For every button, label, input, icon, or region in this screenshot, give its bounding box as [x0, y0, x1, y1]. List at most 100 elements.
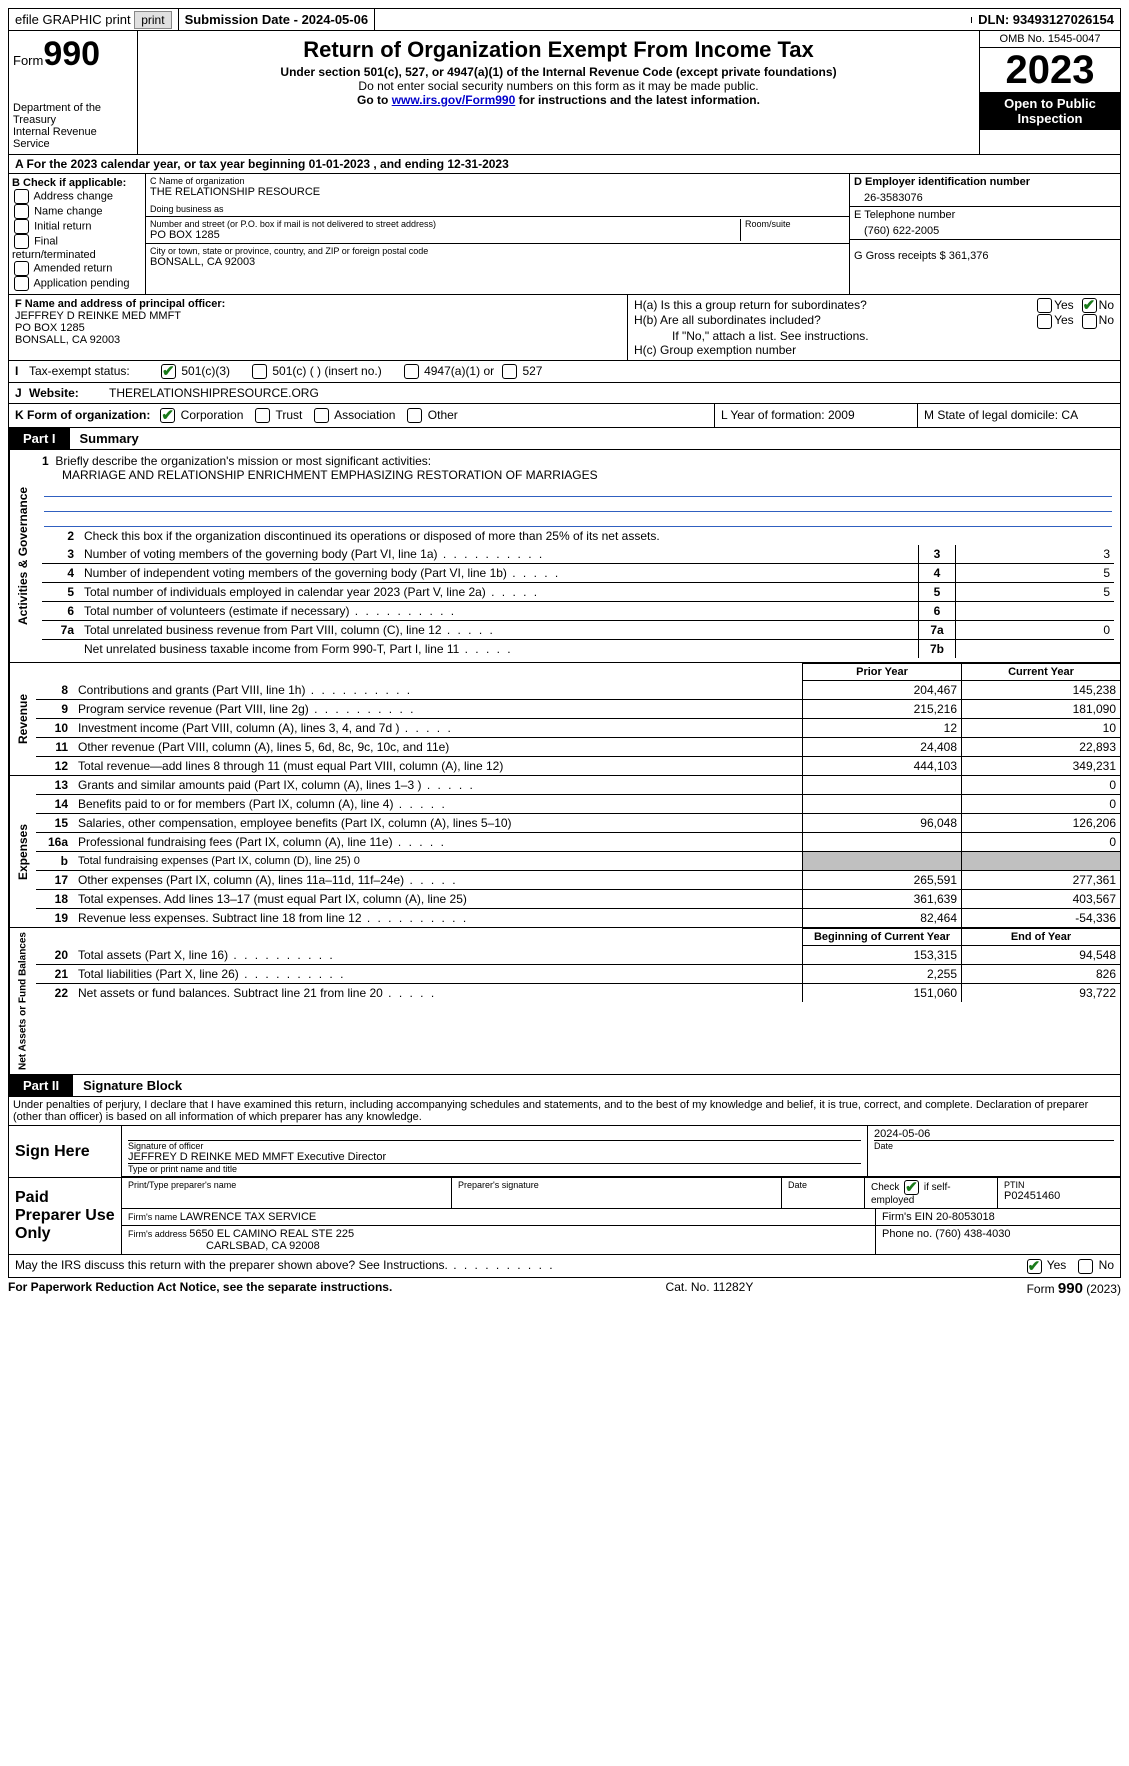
p12: 444,103: [803, 757, 962, 776]
part-1-tag: Part I: [9, 428, 70, 449]
hb-no-text: No: [1099, 313, 1114, 327]
box-b: B Check if applicable: Address change Na…: [9, 174, 146, 294]
p17: 265,591: [803, 871, 962, 890]
expenses-table: 13Grants and similar amounts paid (Part …: [36, 776, 1120, 927]
c8: 145,238: [962, 681, 1121, 700]
c10: 10: [962, 719, 1121, 738]
goto-pre: Go to: [357, 93, 392, 107]
firm-name: LAWRENCE TAX SERVICE: [180, 1211, 317, 1223]
subtitle-3: Go to www.irs.gov/Form990 for instructio…: [142, 93, 975, 107]
print-btn[interactable]: print: [134, 11, 171, 29]
i-4947[interactable]: 4947(a)(1) or: [402, 364, 494, 379]
street-label: Number and street (or P.O. box if mail i…: [150, 219, 740, 229]
l1-label: Briefly describe the organization's miss…: [55, 454, 431, 468]
l16a: Professional fundraising fees (Part IX, …: [74, 833, 803, 852]
opt-name-label: Name change: [34, 205, 103, 217]
declaration: Under penalties of perjury, I declare th…: [8, 1097, 1121, 1126]
officer-label: F Name and address of principal officer:: [15, 298, 621, 310]
b22: 151,060: [803, 984, 962, 1003]
hb-no[interactable]: No: [1080, 313, 1114, 328]
i-527[interactable]: 527: [500, 364, 542, 379]
irs-link[interactable]: www.irs.gov/Form990: [392, 93, 516, 107]
k-trust[interactable]: Trust: [253, 408, 302, 423]
k-assoc[interactable]: Association: [312, 408, 395, 423]
phone-label: E Telephone number: [854, 209, 1116, 221]
p16a: [803, 833, 962, 852]
i-501c3[interactable]: 501(c)(3): [159, 364, 230, 379]
e21: 826: [962, 965, 1121, 984]
dln: DLN: 93493127026154: [972, 9, 1120, 30]
org-name-cell: C Name of organization THE RELATIONSHIP …: [146, 174, 849, 217]
discuss-yes[interactable]: Yes: [1025, 1258, 1067, 1273]
i-501c-text: 501(c) ( ) (insert no.): [272, 364, 381, 378]
row-a-period: A For the 2023 calendar year, or tax yea…: [8, 155, 1121, 174]
row-k: K Form of organization: Corporation Trus…: [9, 404, 714, 427]
footer-form-pre: Form: [1027, 1282, 1058, 1296]
footer-left: For Paperwork Reduction Act Notice, see …: [8, 1280, 392, 1297]
header-center: Return of Organization Exempt From Incom…: [138, 31, 979, 154]
sig-officer-label: Signature of officer: [128, 1140, 861, 1151]
revenue-section: Revenue Prior YearCurrent Year 8Contribu…: [8, 663, 1121, 776]
i-501c[interactable]: 501(c) ( ) (insert no.): [250, 364, 382, 379]
box-d-e-g: D Employer identification number 26-3583…: [850, 174, 1120, 294]
opt-initial[interactable]: Initial return: [12, 219, 142, 234]
h-a-row: H(a) Is this a group return for subordin…: [634, 298, 1114, 313]
opt-amended[interactable]: Amended return: [12, 261, 142, 276]
ha-label: H(a) Is this a group return for subordin…: [634, 298, 1035, 313]
col-begin: Beginning of Current Year: [803, 929, 962, 946]
k-corp[interactable]: Corporation: [158, 408, 243, 423]
hb-yes[interactable]: Yes: [1035, 313, 1074, 328]
phone-value: (760) 622-2005: [854, 221, 1116, 237]
l12: Total revenue—add lines 8 through 11 (mu…: [74, 757, 803, 776]
c16a: 0: [962, 833, 1121, 852]
spacer: [375, 17, 972, 23]
row-klm: K Form of organization: Corporation Trus…: [8, 404, 1121, 428]
opt-address[interactable]: Address change: [12, 189, 142, 204]
k-other-text: Other: [428, 408, 458, 422]
f-h-grid: F Name and address of principal officer:…: [8, 295, 1121, 361]
discuss-no[interactable]: No: [1076, 1258, 1114, 1273]
form-header: Form990 Department of the Treasury Inter…: [8, 31, 1121, 155]
firm-addr1: 5650 EL CAMINO REAL STE 225: [189, 1228, 354, 1240]
form-number: Form990: [13, 35, 133, 74]
j-letter: J: [15, 386, 29, 400]
dept-irs: Internal Revenue Service: [13, 126, 133, 150]
l4: Number of independent voting members of …: [80, 564, 919, 583]
e22: 93,722: [962, 984, 1121, 1003]
part-2-header: Part II Signature Block: [8, 1075, 1121, 1097]
k-other[interactable]: Other: [405, 408, 457, 423]
website-value: THERELATIONSHIPRESOURCE.ORG: [109, 386, 319, 400]
street-cell: Number and street (or P.O. box if mail i…: [146, 217, 849, 244]
preparer-block: Paid Preparer Use Only Print/Type prepar…: [8, 1178, 1121, 1255]
b20: 153,315: [803, 946, 962, 965]
firm-addr2: CARLSBAD, CA 92008: [206, 1240, 320, 1252]
ein-value: 26-3583076: [854, 188, 1116, 204]
opt-name[interactable]: Name change: [12, 204, 142, 219]
discuss-no-text: No: [1099, 1258, 1114, 1272]
opt-pending-label: Application pending: [33, 277, 129, 289]
phone-cell: E Telephone number (760) 622-2005: [850, 207, 1120, 240]
l2: Check this box if the organization disco…: [80, 527, 1114, 545]
l3: Number of voting members of the governin…: [80, 545, 919, 564]
ha-no[interactable]: No: [1080, 298, 1114, 313]
hb-label: H(b) Are all subordinates included?: [634, 313, 1035, 328]
l19: Revenue less expenses. Subtract line 18 …: [74, 909, 803, 928]
netassets-table: Beginning of Current YearEnd of Year 20T…: [36, 928, 1120, 1002]
revenue-label: Revenue: [9, 663, 36, 775]
opt-final[interactable]: Final return/terminated: [12, 234, 142, 261]
l7a: Total unrelated business revenue from Pa…: [80, 621, 919, 640]
dba-label: Doing business as: [150, 204, 845, 214]
k-corp-text: Corporation: [181, 408, 244, 422]
ha-yes[interactable]: Yes: [1035, 298, 1074, 313]
v7a: 0: [956, 621, 1115, 640]
ha-yes-text: Yes: [1054, 298, 1074, 312]
l16b: Total fundraising expenses (Part IX, col…: [74, 852, 803, 871]
submission-date: Submission Date - 2024-05-06: [179, 9, 376, 30]
self-employed-check[interactable]: [904, 1180, 919, 1195]
netassets-label: Net Assets or Fund Balances: [9, 928, 36, 1074]
header-left: Form990 Department of the Treasury Inter…: [9, 31, 138, 154]
col-end: End of Year: [962, 929, 1121, 946]
hc-label: H(c) Group exemption number: [634, 343, 1114, 357]
org-name: THE RELATIONSHIP RESOURCE: [150, 186, 845, 198]
opt-pending[interactable]: Application pending: [12, 276, 142, 291]
